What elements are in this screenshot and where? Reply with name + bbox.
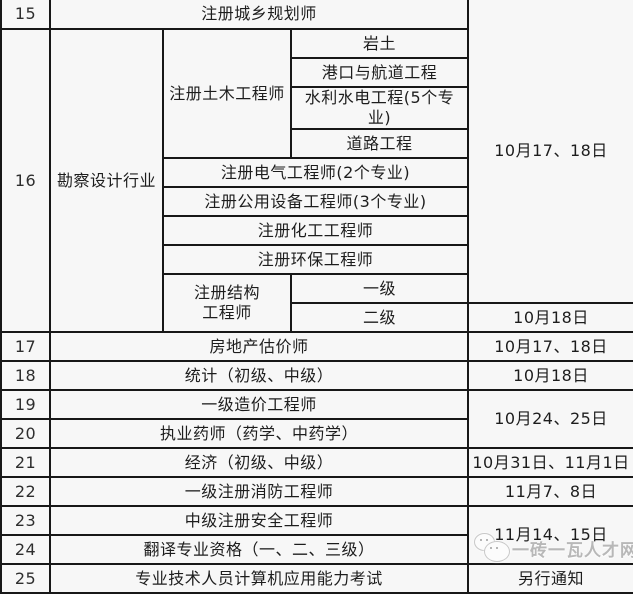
public-equipment-engineer-name: 注册公用设备工程师(3个专业) <box>161 186 470 217</box>
row19-exam-name: 一级造价工程师 <box>48 389 470 420</box>
row23-exam-name: 中级注册安全工程师 <box>48 505 470 536</box>
specialty-road-engineering: 道路工程 <box>289 128 470 159</box>
specialty-water-conservancy: 水利水电工程(5个专业) <box>289 86 470 130</box>
civil-engineer-name: 注册土木工程师 <box>162 28 292 159</box>
structural-level-1: 一级 <box>289 273 470 304</box>
row20-exam-name: 执业药师（药学、中药学） <box>48 418 470 449</box>
row21-number: 21 <box>0 447 51 478</box>
chemical-engineer-name: 注册化工工程师 <box>161 215 470 246</box>
electrical-engineer-name: 注册电气工程师(2个专业) <box>161 157 470 188</box>
row21-exam-name: 经济（初级、中级） <box>48 447 470 478</box>
date-cell-row18: 10月18日 <box>467 360 633 391</box>
row15-number: 15 <box>0 0 51 30</box>
row22-number: 22 <box>0 476 51 507</box>
date-cell-row25: 另行通知 <box>467 563 633 594</box>
row18-number: 18 <box>0 360 51 391</box>
date-cell-oct17-18-main: 10月17、18日 <box>467 0 633 304</box>
structural-engineer-name-line1: 注册结构 <box>193 283 260 302</box>
date-cell-oct18-structural: 10月18日 <box>467 302 633 333</box>
row16-industry: 勘察设计行业 <box>49 28 164 333</box>
specialty-geotechnical: 岩土 <box>289 28 470 59</box>
structural-level-2: 二级 <box>289 302 470 333</box>
row17-exam-name: 房地产估价师 <box>48 331 470 362</box>
row25-exam-name: 专业技术人员计算机应用能力考试 <box>48 563 470 594</box>
row24-number: 24 <box>0 534 51 565</box>
row15-exam-name: 注册城乡规划师 <box>48 0 470 30</box>
environmental-engineer-name: 注册环保工程师 <box>161 244 470 275</box>
date-cell-row21: 10月31日、11月1日 <box>467 447 633 478</box>
row17-number: 17 <box>0 331 51 362</box>
row20-number: 20 <box>0 418 51 449</box>
date-cell-rows23-24: 11月14、15日 <box>467 505 633 565</box>
row16-number: 16 <box>0 28 51 333</box>
row23-number: 23 <box>0 505 51 536</box>
date-cell-row17: 10月17、18日 <box>467 331 633 362</box>
row19-number: 19 <box>0 389 51 420</box>
row22-exam-name: 一级注册消防工程师 <box>48 476 470 507</box>
row18-exam-name: 统计（初级、中级） <box>48 360 470 391</box>
structural-engineer-name-line2: 工程师 <box>202 303 252 322</box>
date-cell-rows19-20: 10月24、25日 <box>467 389 633 449</box>
date-cell-row22: 11月7、8日 <box>467 476 633 507</box>
structural-engineer-name: 注册结构 工程师 <box>162 273 292 333</box>
row24-exam-name: 翻译专业资格（一、二、三级） <box>48 534 470 565</box>
row25-number: 25 <box>0 563 51 594</box>
specialty-port-waterway: 港口与航道工程 <box>289 57 470 88</box>
